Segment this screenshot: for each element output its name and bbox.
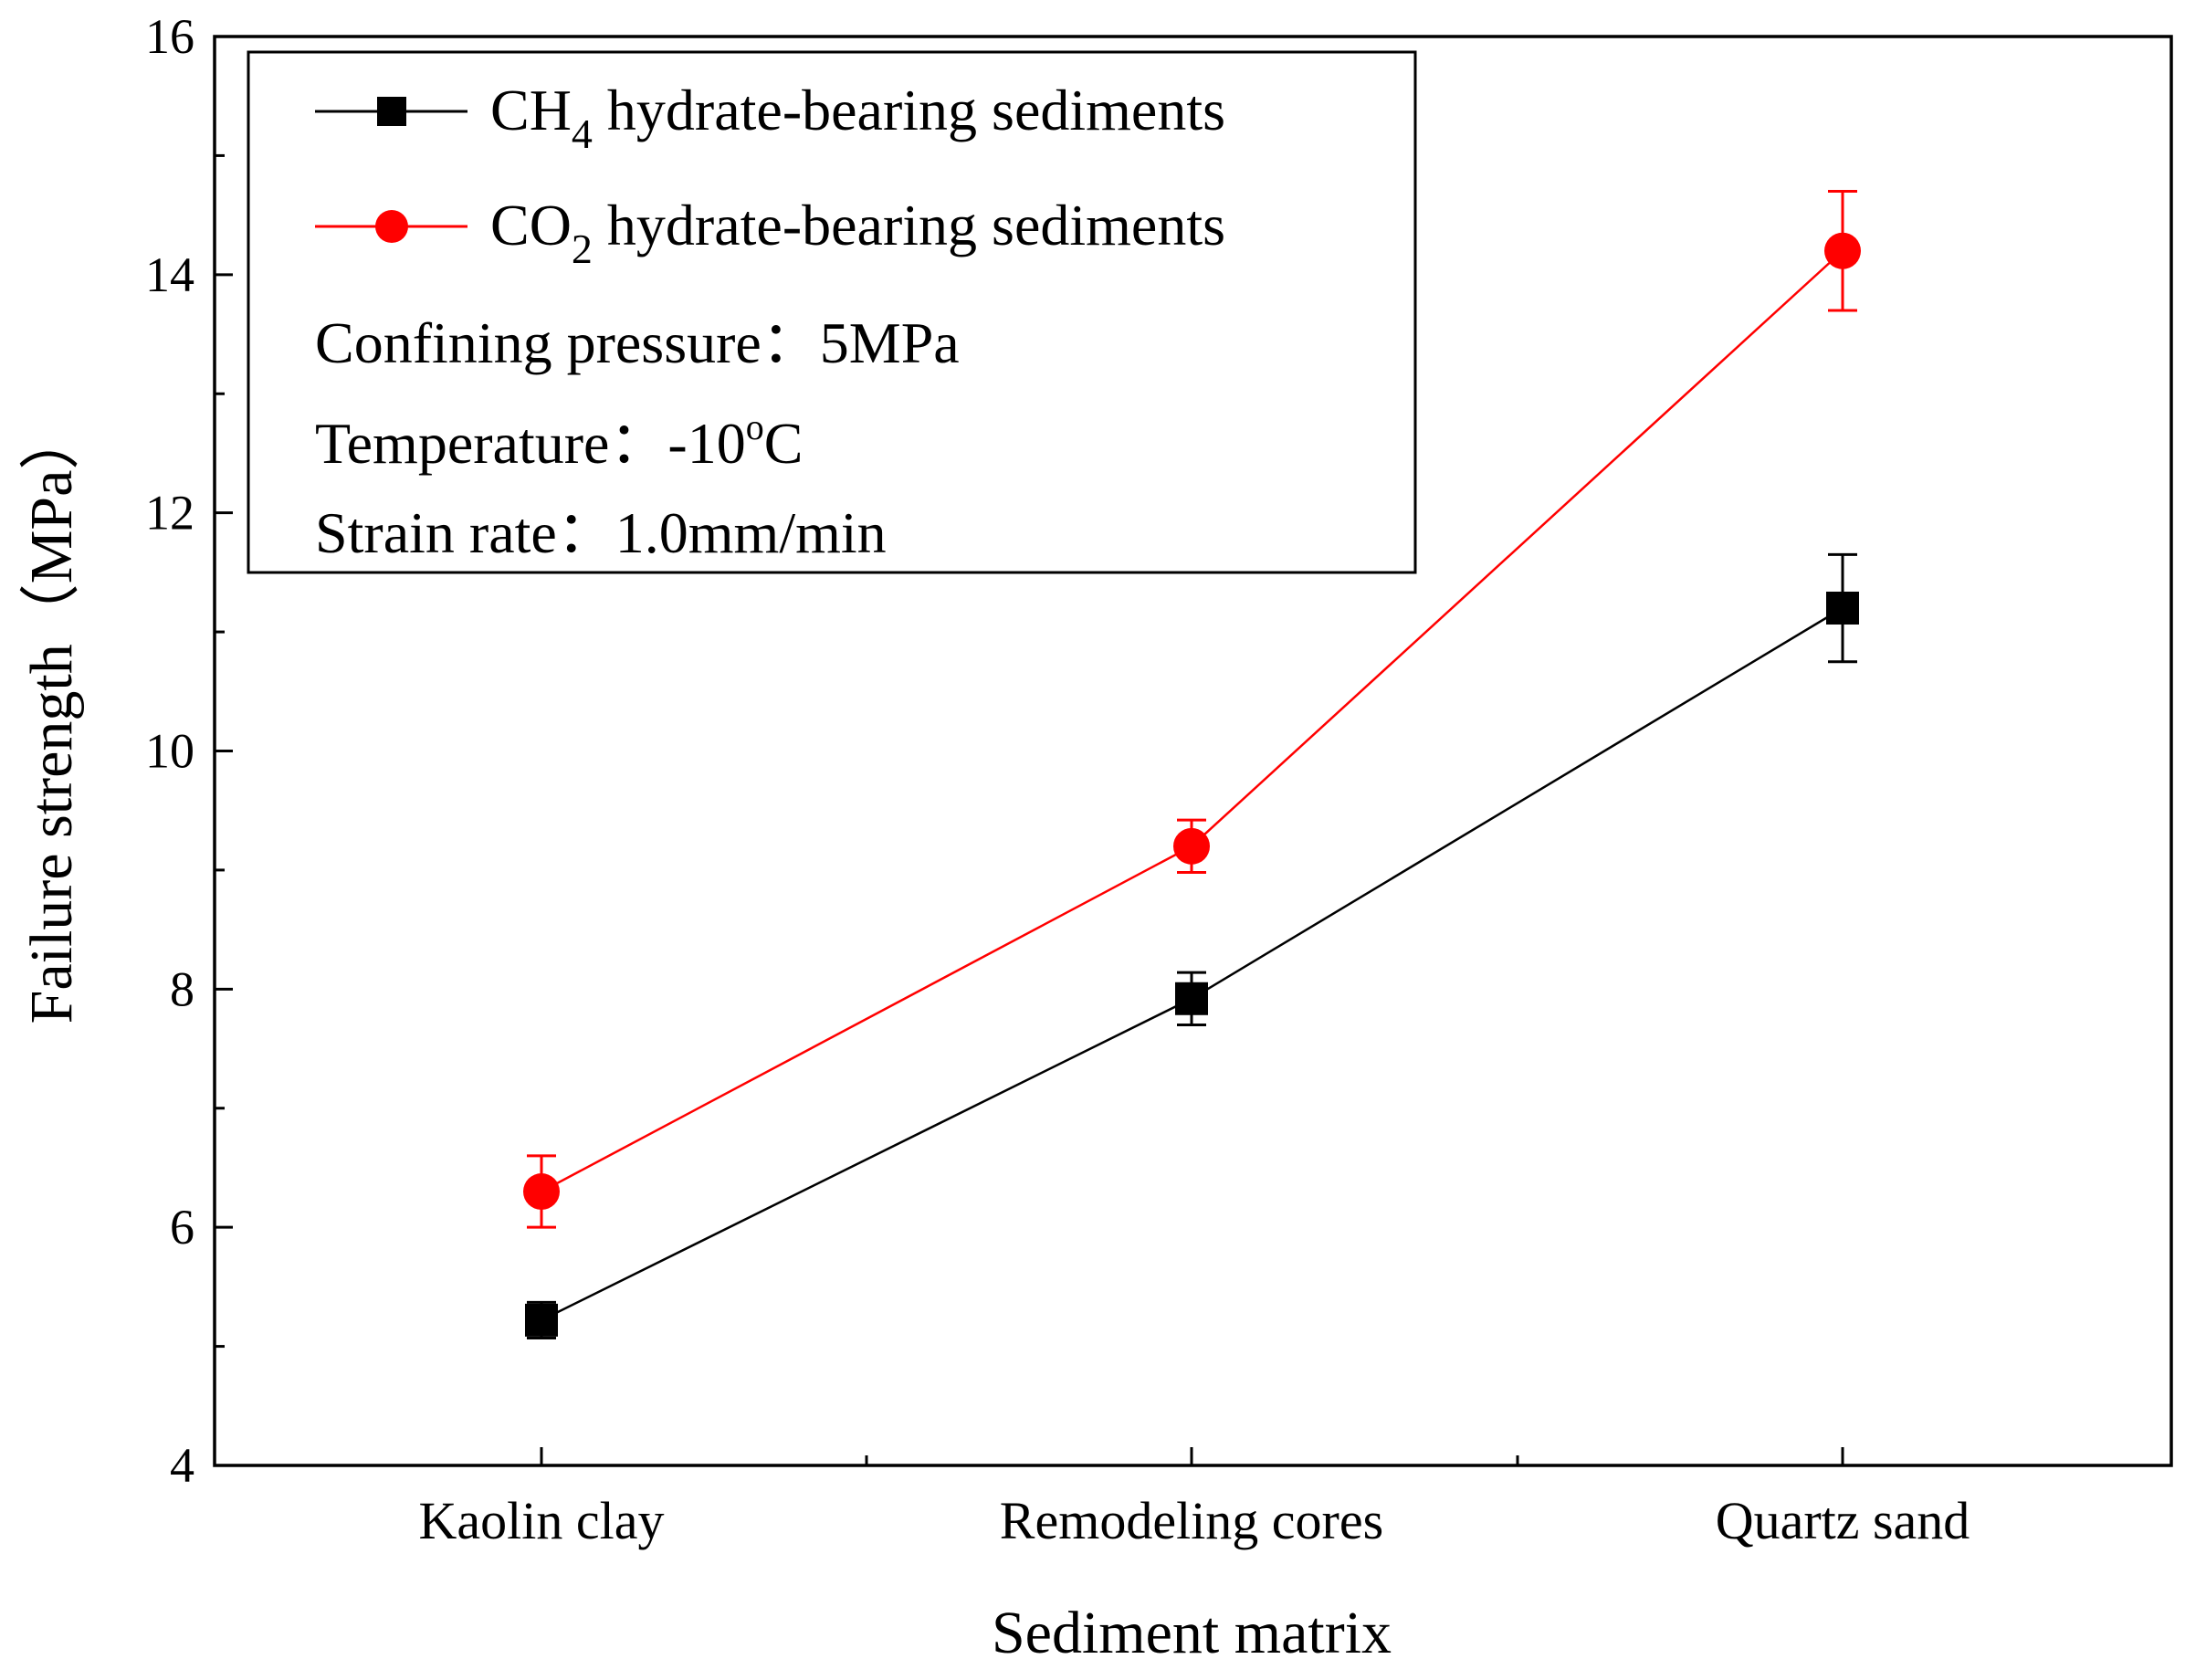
y-tick-label: 4 <box>170 1438 194 1493</box>
x-axis-ticks: Kaolin clay Remodeling cores Quartz sand <box>419 1447 1970 1550</box>
legend: CH4 hydrate-bearing sediments CO2 hydrat… <box>247 50 1417 574</box>
data-point-co2 <box>523 1173 560 1211</box>
y-tick-label: 8 <box>170 961 194 1016</box>
y-axis-title: Failure strength（MPa） <box>18 410 85 1024</box>
annotation-confining-pressure: Confining pressure：5MPa <box>315 310 960 375</box>
series-layer <box>523 190 1861 1339</box>
series-co2 <box>523 190 1861 1229</box>
legend-box <box>247 50 1417 574</box>
data-point-ch4 <box>1826 592 1859 625</box>
annotation-temperature: Temperature：-10oC <box>315 406 803 476</box>
x-tick-label: Remodeling cores <box>1000 1491 1383 1550</box>
data-point-ch4 <box>1175 982 1208 1015</box>
data-point-co2 <box>1824 232 1861 269</box>
data-point-ch4 <box>525 1303 558 1337</box>
x-axis-title: Sediment matrix <box>992 1600 1392 1666</box>
series-line-ch4 <box>541 606 1844 1322</box>
legend-marker-ch4 <box>377 97 406 126</box>
legend-label-ch4: CH4 hydrate-bearing sediments <box>490 78 1225 157</box>
y-tick-label: 14 <box>145 247 194 302</box>
annotation-strain-rate: Strain rate：1.0mm/min <box>315 500 887 565</box>
x-tick-label: Quartz sand <box>1716 1491 1970 1550</box>
y-tick-label: 12 <box>145 486 194 541</box>
y-tick-label: 6 <box>170 1200 194 1255</box>
x-tick-label: Kaolin clay <box>419 1491 665 1550</box>
y-axis-ticks: 4 6 8 10 12 14 16 <box>145 9 233 1493</box>
series-ch4 <box>525 552 1859 1339</box>
legend-marker-co2 <box>375 210 408 243</box>
data-point-co2 <box>1173 827 1210 865</box>
y-tick-label: 10 <box>145 724 194 779</box>
legend-label-co2: CO2 hydrate-bearing sediments <box>490 193 1225 272</box>
y-tick-label: 16 <box>145 9 194 64</box>
